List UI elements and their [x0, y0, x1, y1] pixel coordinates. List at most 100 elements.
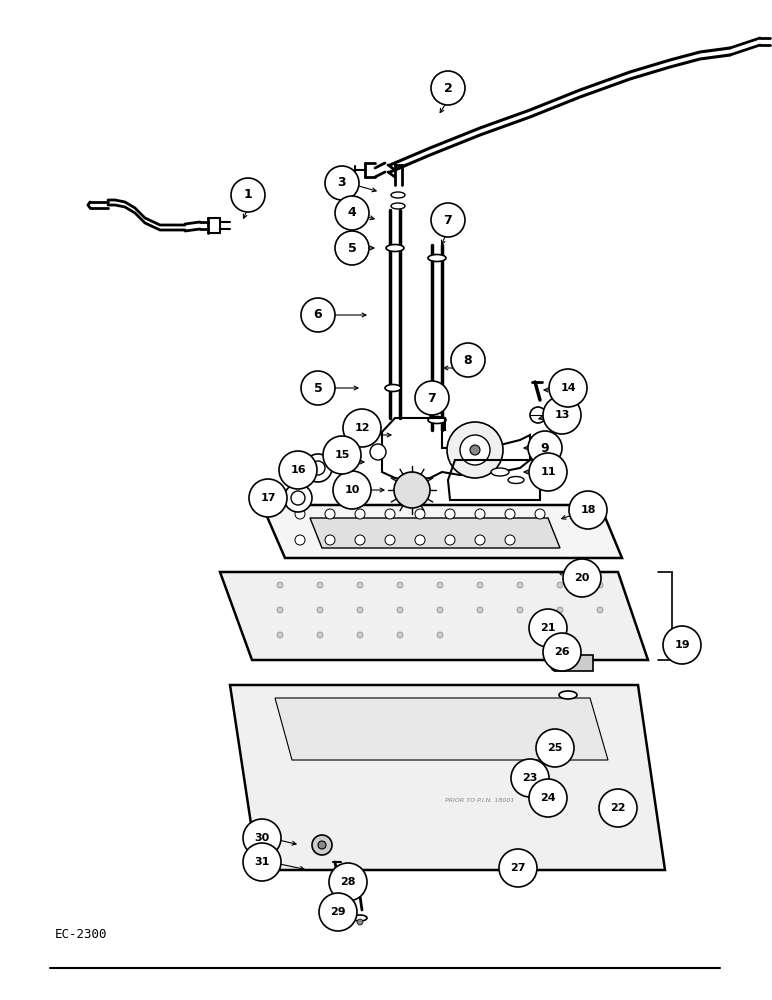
- Circle shape: [415, 381, 449, 415]
- Circle shape: [431, 71, 465, 105]
- Circle shape: [301, 371, 335, 405]
- Circle shape: [243, 819, 281, 857]
- Circle shape: [447, 422, 503, 478]
- Text: 6: 6: [313, 308, 323, 322]
- Ellipse shape: [559, 691, 577, 699]
- Text: 3: 3: [337, 176, 347, 190]
- Text: 23: 23: [523, 773, 537, 783]
- Circle shape: [291, 491, 305, 505]
- Text: 20: 20: [574, 573, 590, 583]
- Text: 1: 1: [244, 188, 252, 202]
- Circle shape: [231, 178, 265, 212]
- Circle shape: [451, 343, 485, 377]
- Circle shape: [530, 407, 546, 423]
- Circle shape: [549, 369, 587, 407]
- Circle shape: [385, 509, 395, 519]
- Circle shape: [333, 471, 371, 509]
- Text: 5: 5: [313, 381, 323, 394]
- Text: 29: 29: [330, 907, 346, 917]
- Text: 25: 25: [547, 743, 563, 753]
- Polygon shape: [310, 518, 560, 548]
- Circle shape: [536, 729, 574, 767]
- Circle shape: [317, 582, 323, 588]
- Circle shape: [343, 409, 381, 447]
- Text: 7: 7: [444, 214, 452, 227]
- Circle shape: [437, 582, 443, 588]
- Circle shape: [355, 535, 365, 545]
- Text: PRIOR TO P.I.N. 18001: PRIOR TO P.I.N. 18001: [445, 798, 515, 802]
- Circle shape: [460, 435, 490, 465]
- Bar: [555, 655, 593, 671]
- Circle shape: [370, 444, 386, 460]
- Circle shape: [317, 607, 323, 613]
- Circle shape: [323, 436, 361, 474]
- Circle shape: [563, 559, 601, 597]
- Ellipse shape: [386, 244, 404, 251]
- Circle shape: [304, 454, 332, 482]
- Circle shape: [597, 607, 603, 613]
- Circle shape: [335, 231, 369, 265]
- Text: 28: 28: [340, 877, 356, 887]
- Circle shape: [249, 479, 287, 517]
- Circle shape: [325, 166, 359, 200]
- Circle shape: [663, 626, 701, 664]
- Circle shape: [357, 607, 363, 613]
- Ellipse shape: [391, 192, 405, 198]
- Circle shape: [319, 893, 357, 931]
- Circle shape: [397, 607, 403, 613]
- Text: EC-2300: EC-2300: [55, 928, 107, 942]
- Circle shape: [295, 509, 305, 519]
- Polygon shape: [220, 572, 648, 660]
- Circle shape: [475, 509, 485, 519]
- Circle shape: [357, 632, 363, 638]
- Circle shape: [301, 298, 335, 332]
- Circle shape: [543, 396, 581, 434]
- Text: 16: 16: [290, 465, 306, 475]
- Circle shape: [437, 607, 443, 613]
- Text: 22: 22: [610, 803, 626, 813]
- Circle shape: [243, 843, 281, 881]
- Circle shape: [431, 203, 465, 237]
- Circle shape: [499, 849, 537, 887]
- Circle shape: [357, 582, 363, 588]
- Text: 15: 15: [334, 450, 350, 460]
- Circle shape: [415, 535, 425, 545]
- Ellipse shape: [428, 416, 446, 424]
- Circle shape: [437, 632, 443, 638]
- Circle shape: [445, 535, 455, 545]
- Polygon shape: [230, 685, 665, 870]
- Circle shape: [355, 509, 365, 519]
- Circle shape: [325, 535, 335, 545]
- Circle shape: [397, 582, 403, 588]
- Text: 5: 5: [347, 241, 357, 254]
- Text: 30: 30: [255, 833, 269, 843]
- Circle shape: [470, 445, 480, 455]
- Text: 11: 11: [540, 467, 556, 477]
- Text: 7: 7: [428, 391, 436, 404]
- Circle shape: [335, 196, 369, 230]
- Circle shape: [528, 431, 562, 465]
- Circle shape: [311, 461, 325, 475]
- Text: 31: 31: [254, 857, 269, 867]
- Ellipse shape: [508, 477, 524, 484]
- Circle shape: [517, 582, 523, 588]
- Circle shape: [415, 509, 425, 519]
- Circle shape: [511, 759, 549, 797]
- Text: 13: 13: [554, 410, 570, 420]
- Circle shape: [295, 535, 305, 545]
- Circle shape: [569, 491, 607, 529]
- Ellipse shape: [530, 784, 546, 792]
- Text: 21: 21: [540, 623, 556, 633]
- Circle shape: [597, 582, 603, 588]
- Circle shape: [385, 535, 395, 545]
- Ellipse shape: [550, 655, 560, 671]
- Ellipse shape: [385, 384, 401, 391]
- Circle shape: [312, 835, 332, 855]
- Polygon shape: [275, 698, 608, 760]
- Text: 14: 14: [560, 383, 576, 393]
- Circle shape: [394, 472, 430, 508]
- Circle shape: [318, 841, 326, 849]
- Circle shape: [357, 919, 363, 925]
- Circle shape: [505, 509, 515, 519]
- Text: 19: 19: [674, 640, 690, 650]
